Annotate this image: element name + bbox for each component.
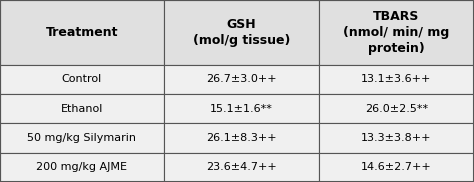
- Bar: [319, 123, 474, 153]
- Text: 13.3±3.8++: 13.3±3.8++: [361, 133, 432, 143]
- Bar: [0, 153, 164, 182]
- Bar: [0, 94, 164, 123]
- Bar: [164, 123, 319, 153]
- Text: Ethanol: Ethanol: [61, 104, 103, 114]
- Text: Control: Control: [62, 74, 102, 84]
- Text: 50 mg/kg Silymarin: 50 mg/kg Silymarin: [27, 133, 136, 143]
- Bar: [319, 0, 474, 65]
- Bar: [164, 94, 319, 123]
- Text: 14.6±2.7++: 14.6±2.7++: [361, 162, 432, 172]
- Text: 200 mg/kg AJME: 200 mg/kg AJME: [36, 162, 127, 172]
- Bar: [0, 65, 164, 94]
- Text: 26.1±8.3++: 26.1±8.3++: [206, 133, 276, 143]
- Text: 15.1±1.6**: 15.1±1.6**: [210, 104, 273, 114]
- Bar: [164, 65, 319, 94]
- Text: TBARS
(nmol/ min/ mg
protein): TBARS (nmol/ min/ mg protein): [343, 10, 450, 55]
- Bar: [164, 0, 319, 65]
- Text: Treatment: Treatment: [46, 26, 118, 39]
- Bar: [0, 0, 164, 65]
- Text: 26.7±3.0++: 26.7±3.0++: [206, 74, 276, 84]
- Text: 13.1±3.6++: 13.1±3.6++: [361, 74, 432, 84]
- Text: GSH
(mol/g tissue): GSH (mol/g tissue): [192, 18, 290, 47]
- Bar: [319, 153, 474, 182]
- Bar: [164, 153, 319, 182]
- Text: 26.0±2.5**: 26.0±2.5**: [365, 104, 428, 114]
- Bar: [319, 94, 474, 123]
- Bar: [319, 65, 474, 94]
- Bar: [0, 123, 164, 153]
- Text: 23.6±4.7++: 23.6±4.7++: [206, 162, 277, 172]
